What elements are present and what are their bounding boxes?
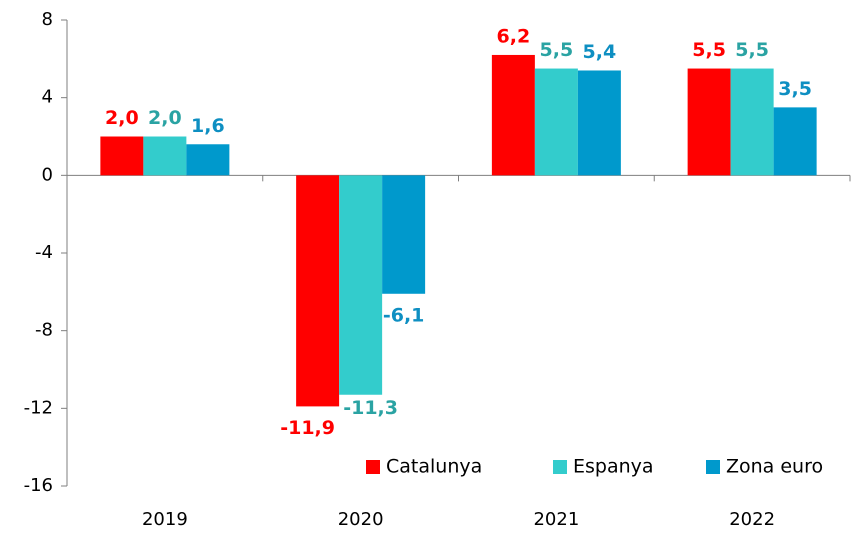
x-tick-label: 2019: [142, 509, 188, 530]
data-label: 6,2: [497, 25, 531, 47]
bar: [296, 175, 340, 407]
bar: [382, 175, 426, 294]
x-tick-label: 2021: [533, 509, 579, 530]
bar: [339, 175, 383, 395]
data-label: 1,6: [191, 115, 225, 137]
bar: [491, 54, 535, 176]
data-label: 5,4: [583, 41, 617, 63]
y-tick-label: -8: [35, 320, 53, 341]
x-tick-label: 2020: [338, 509, 384, 530]
data-label: -11,9: [280, 417, 335, 439]
legend-label: Espanya: [573, 456, 654, 478]
data-label: 2,0: [105, 107, 139, 129]
legend-label: Catalunya: [386, 456, 482, 478]
y-tick-label: -12: [24, 397, 53, 418]
y-tick-label: 8: [42, 9, 53, 30]
legend-swatch: [366, 460, 380, 474]
data-label: -11,3: [343, 397, 398, 419]
bar: [100, 136, 144, 176]
bar: [534, 68, 578, 176]
y-tick-label: 0: [42, 164, 53, 185]
bar: [730, 68, 774, 176]
bar: [143, 136, 187, 176]
bar: [773, 107, 817, 176]
data-label: 5,5: [540, 39, 574, 61]
data-label: 5,5: [735, 39, 769, 61]
y-tick-label: -16: [24, 475, 53, 496]
bar: [577, 70, 621, 176]
data-label: 3,5: [778, 78, 812, 100]
y-tick-label: -4: [35, 242, 53, 263]
x-tick-label: 2022: [729, 509, 775, 530]
legend-label: Zona euro: [726, 456, 823, 478]
legend-swatch: [706, 460, 720, 474]
bar: [186, 144, 230, 176]
legend-swatch: [553, 460, 567, 474]
bar: [687, 68, 731, 176]
y-tick-label: 4: [42, 87, 53, 108]
data-label: 2,0: [148, 107, 182, 129]
data-label: 5,5: [692, 39, 726, 61]
data-label: -6,1: [383, 304, 425, 326]
